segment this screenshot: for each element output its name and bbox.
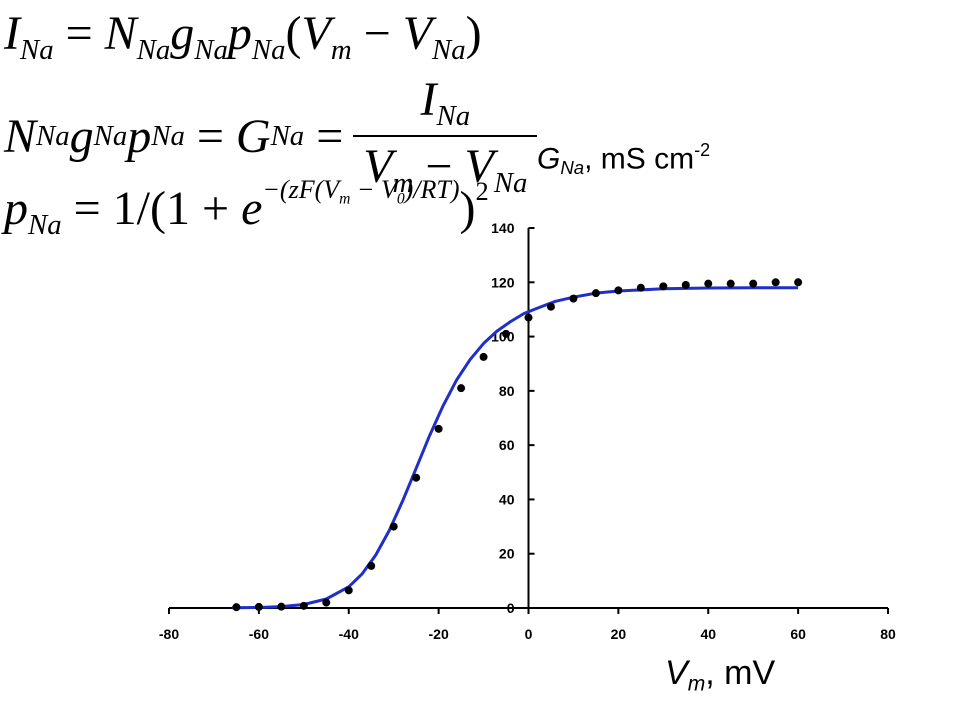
data-point (569, 294, 578, 303)
x-axis-label: Vm, mV (665, 654, 776, 696)
y-tick-label: 20 (499, 546, 515, 562)
x-tick-label: -20 (429, 626, 449, 642)
data-point (299, 601, 308, 610)
fit-curve-group (231, 286, 799, 610)
fit-curve (231, 286, 799, 610)
x-tick-label: -60 (249, 626, 269, 642)
data-point (434, 424, 443, 433)
data-point (636, 283, 645, 292)
data-points-group (232, 278, 803, 612)
data-point (704, 279, 713, 288)
data-point (344, 586, 353, 595)
fraction-denominator: Vm − VNa (353, 135, 538, 200)
equation-current: INa = NNagNapNa(Vm − VNa) (4, 7, 482, 67)
x-tick-label: 80 (880, 626, 896, 642)
data-point (277, 602, 286, 611)
data-point (794, 278, 803, 287)
y-tick-label: 120 (491, 274, 515, 290)
y-tick-label: 0 (507, 600, 515, 616)
data-point (546, 302, 555, 311)
data-point (502, 329, 511, 338)
x-tick-label: 60 (790, 626, 806, 642)
data-point (749, 279, 758, 288)
data-point (322, 598, 331, 607)
y-tick-label: 40 (499, 491, 515, 507)
fraction-numerator: INa (420, 73, 471, 133)
data-point (232, 603, 241, 612)
y-axis-label: GNa, mS cm-2 (537, 140, 711, 179)
x-tick-label: 40 (700, 626, 716, 642)
data-point (681, 281, 690, 289)
x-tick-label: 20 (611, 626, 627, 642)
y-tick-label: 60 (499, 437, 515, 453)
data-point (726, 279, 735, 288)
conductance-fraction: INa Vm − VNa (353, 72, 538, 200)
x-tick-label: -80 (159, 626, 179, 642)
data-point (771, 278, 780, 287)
y-tick-label: 140 (491, 220, 515, 236)
data-point (659, 282, 668, 291)
y-tick-label: 100 (491, 329, 515, 345)
data-point (479, 352, 488, 361)
data-point (614, 286, 623, 295)
x-tick-label: 0 (525, 626, 533, 642)
data-point (389, 522, 398, 531)
equation-open-probability: pNa = 1/(1 + e−(zF(Vm − V0)/RT))2 (4, 174, 489, 241)
equation-conductance: N Na g Na p Na = G Na = INa Vm − VNa (4, 72, 538, 200)
data-point (412, 473, 421, 482)
y-tick-label: 80 (499, 383, 515, 399)
x-tick-label: -40 (339, 626, 359, 642)
data-point (457, 384, 466, 393)
data-point (367, 561, 376, 570)
axes: -80 -60 -40 -20 0 20 40 60 80 0 20 40 60 80 100 120 140 (159, 220, 896, 642)
data-point (524, 313, 533, 322)
data-point (591, 289, 600, 298)
data-point (254, 602, 263, 611)
